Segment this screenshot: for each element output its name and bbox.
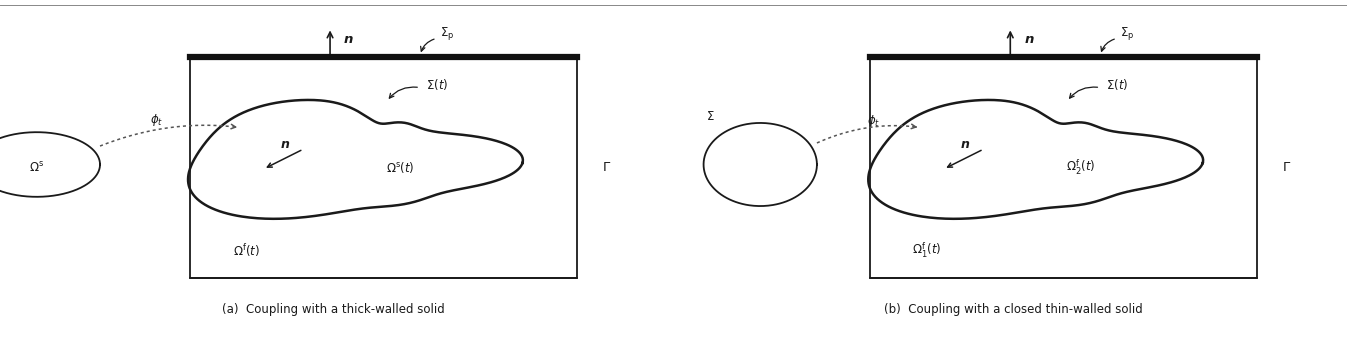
Text: $\boldsymbol{n}$: $\boldsymbol{n}$ xyxy=(280,138,290,151)
Text: $\Omega^\mathrm{s}$: $\Omega^\mathrm{s}$ xyxy=(30,161,44,174)
Text: $\Omega^\mathrm{f}(t)$: $\Omega^\mathrm{f}(t)$ xyxy=(233,242,260,259)
Text: $\Sigma(t)$: $\Sigma(t)$ xyxy=(1106,77,1127,92)
Text: $\phi_t$: $\phi_t$ xyxy=(867,114,880,129)
Text: $\boldsymbol{n}$: $\boldsymbol{n}$ xyxy=(1024,33,1034,47)
Text: $\Gamma$: $\Gamma$ xyxy=(602,161,612,174)
Text: (a)  Coupling with a thick-walled solid: (a) Coupling with a thick-walled solid xyxy=(222,303,445,316)
Text: $\boldsymbol{n}$: $\boldsymbol{n}$ xyxy=(960,138,970,151)
Text: $\Sigma_\mathrm{p}$: $\Sigma_\mathrm{p}$ xyxy=(1119,25,1134,42)
Text: $\Sigma(t)$: $\Sigma(t)$ xyxy=(426,77,447,92)
Text: $\Omega^\mathrm{s}(t)$: $\Omega^\mathrm{s}(t)$ xyxy=(385,160,415,175)
Text: $\boldsymbol{n}$: $\boldsymbol{n}$ xyxy=(343,33,354,47)
Text: $\Sigma$: $\Sigma$ xyxy=(706,110,714,123)
Text: $\Sigma_\mathrm{p}$: $\Sigma_\mathrm{p}$ xyxy=(439,25,454,42)
Text: $\Omega_2^\mathrm{f}(t)$: $\Omega_2^\mathrm{f}(t)$ xyxy=(1065,158,1095,177)
Text: $\Omega_1^\mathrm{f}(t)$: $\Omega_1^\mathrm{f}(t)$ xyxy=(912,241,942,260)
Text: $\Gamma$: $\Gamma$ xyxy=(1282,161,1292,174)
Text: $\phi_t$: $\phi_t$ xyxy=(150,112,163,128)
Text: (b)  Coupling with a closed thin-walled solid: (b) Coupling with a closed thin-walled s… xyxy=(884,303,1144,316)
